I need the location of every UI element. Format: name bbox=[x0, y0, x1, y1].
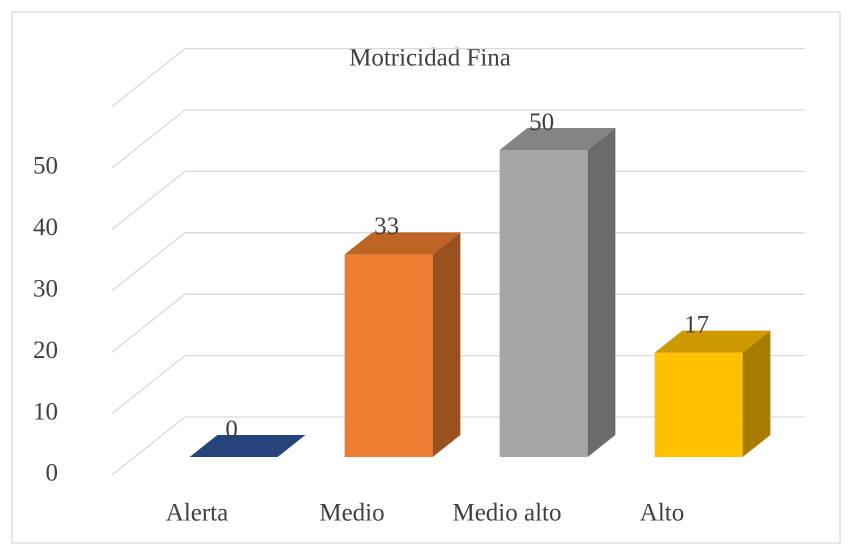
y-tick-label: 10 bbox=[33, 398, 58, 425]
x-tick-label: Medio alto bbox=[452, 500, 561, 527]
x-tick-label: Alerta bbox=[166, 500, 228, 527]
bar-top bbox=[344, 232, 461, 255]
y-tick-label: 50 bbox=[33, 153, 58, 180]
x-tick-label: Medio bbox=[319, 500, 384, 527]
bar-top bbox=[654, 330, 771, 353]
data-label: 0 bbox=[225, 416, 238, 443]
y-tick-label: 0 bbox=[46, 460, 59, 487]
grid-line bbox=[111, 47, 805, 108]
y-tick-label: 20 bbox=[33, 337, 58, 364]
data-label: 17 bbox=[684, 311, 709, 338]
y-tick-label: 40 bbox=[33, 214, 58, 241]
bar-side bbox=[742, 330, 771, 458]
grid-line bbox=[111, 109, 805, 169]
bar-top bbox=[499, 127, 616, 151]
bar-side bbox=[587, 127, 616, 458]
bar-top bbox=[189, 434, 306, 458]
data-label: 50 bbox=[529, 109, 554, 136]
bar bbox=[499, 150, 588, 458]
bar-side bbox=[432, 232, 461, 458]
data-label: 33 bbox=[374, 213, 399, 240]
bar bbox=[654, 352, 743, 458]
bar bbox=[344, 254, 433, 458]
y-tick-label: 30 bbox=[33, 276, 58, 303]
x-tick-label: Alto bbox=[640, 500, 684, 527]
